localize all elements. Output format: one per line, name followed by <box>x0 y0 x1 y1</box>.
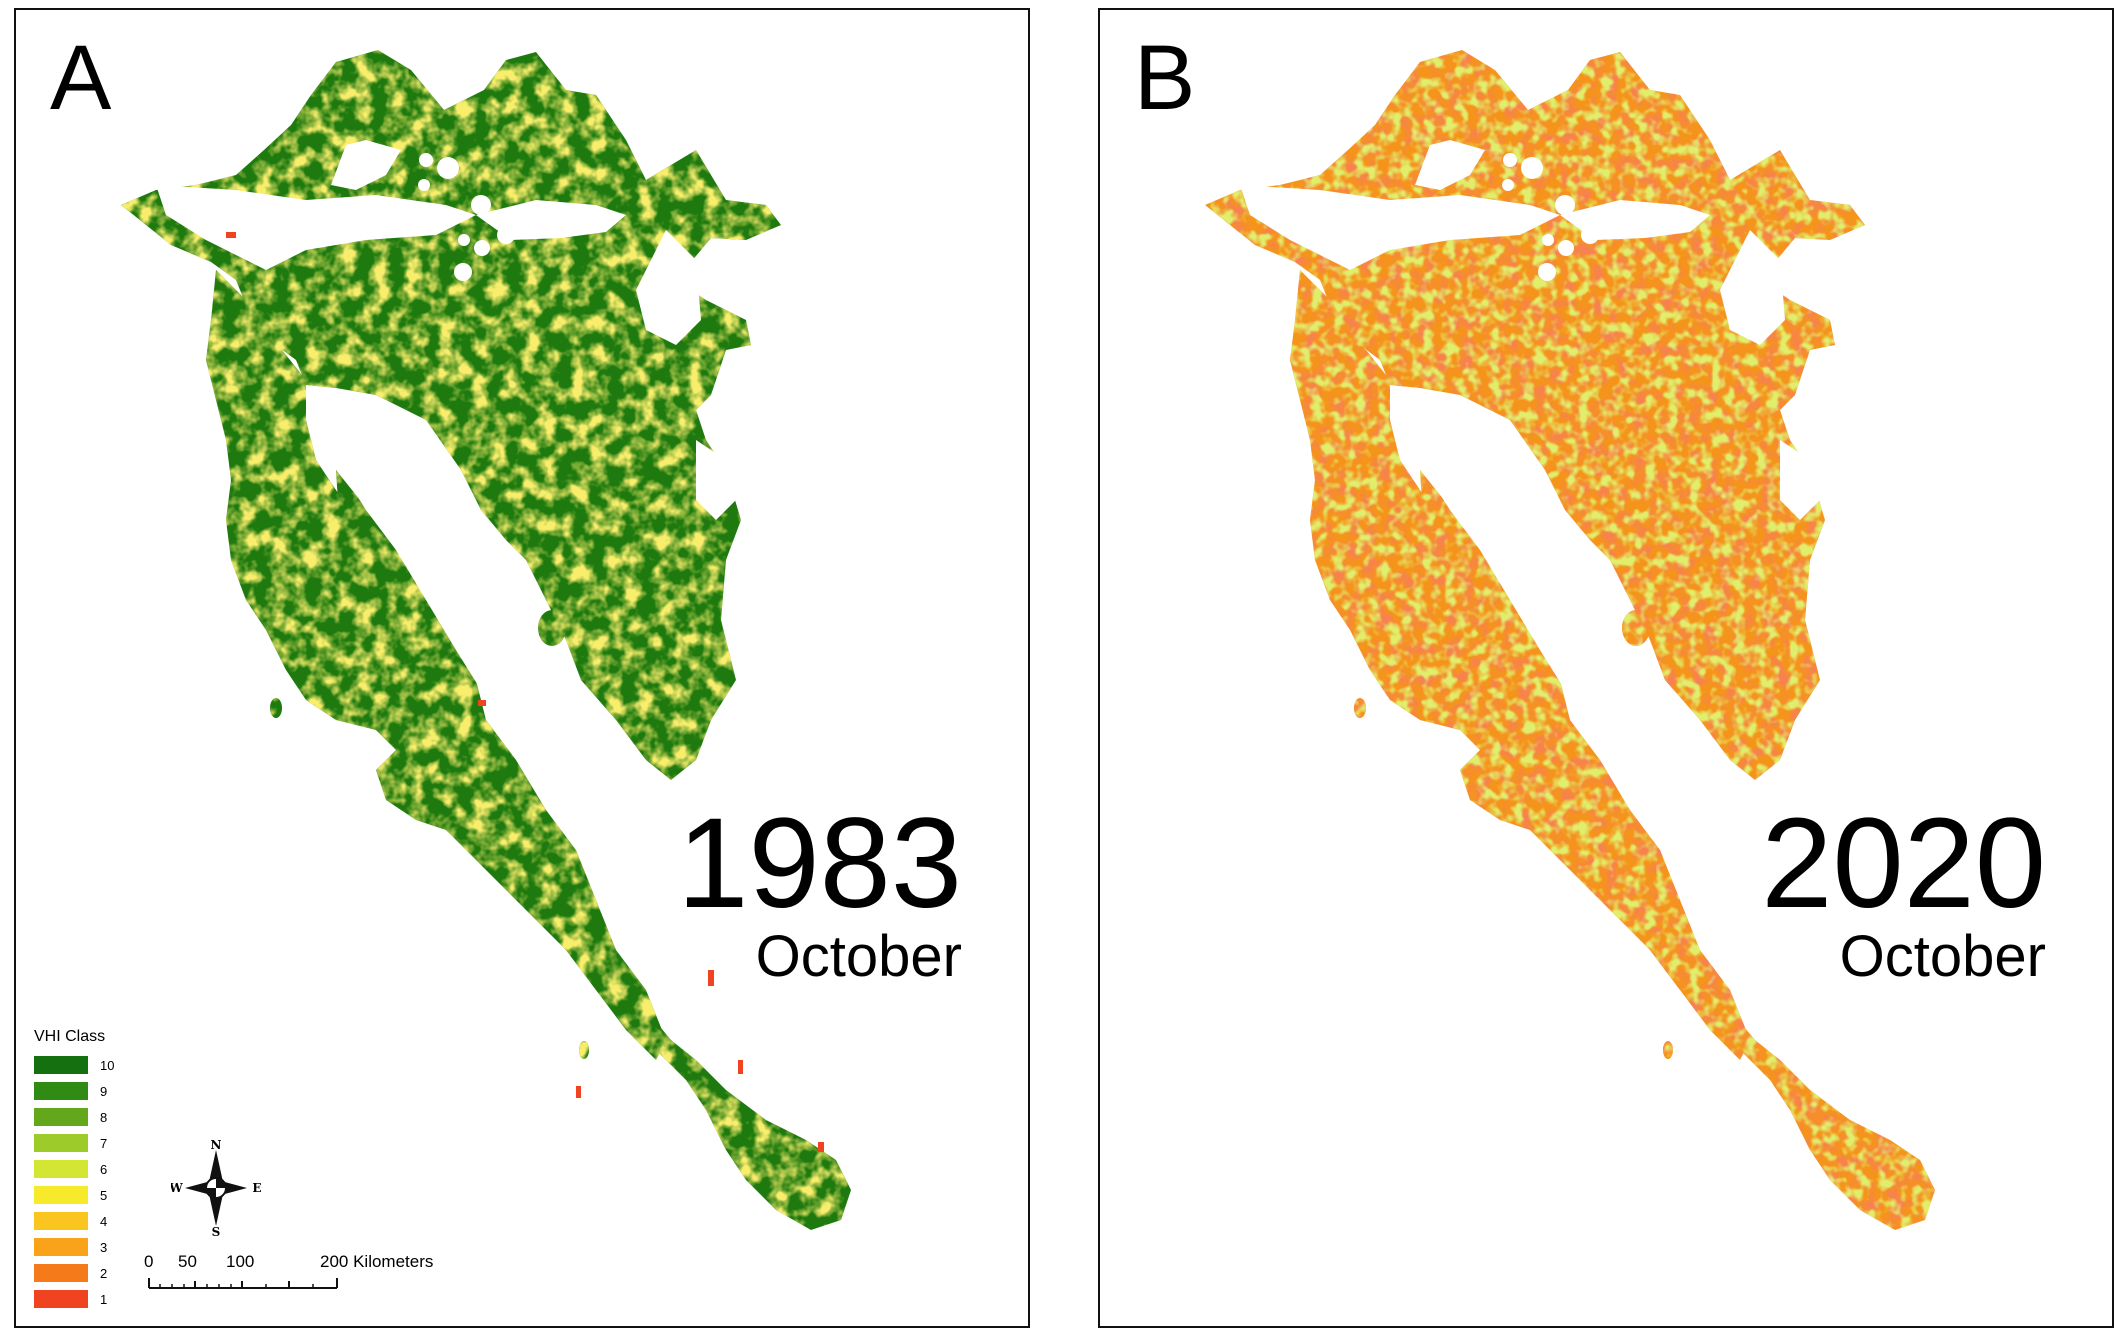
legend-item: 8 <box>34 1104 154 1130</box>
vhi-legend: VHI Class 10 9 8 7 6 5 4 3 2 1 <box>34 1028 154 1312</box>
panel-letter-a: A <box>50 27 112 129</box>
compass-n: N <box>211 1140 222 1152</box>
map-panel-b: B 2020 October <box>1098 8 2114 1328</box>
legend-item: 3 <box>34 1234 154 1260</box>
legend-item: 6 <box>34 1156 154 1182</box>
legend-item: 5 <box>34 1182 154 1208</box>
vhi-map-2020 <box>1205 50 1935 1230</box>
legend-swatch <box>34 1264 88 1282</box>
legend-label: 9 <box>100 1083 108 1099</box>
legend-item: 10 <box>34 1052 154 1078</box>
panel-letter-b: B <box>1134 27 1196 129</box>
compass-w: W <box>171 1181 183 1195</box>
north-arrow-icon: N S W E <box>171 1140 261 1236</box>
vhi-map-1983 <box>121 50 851 1230</box>
legend-item: 7 <box>34 1130 154 1156</box>
legend-swatch <box>34 1212 88 1230</box>
scale-tick-100: 100 <box>226 1252 255 1271</box>
compass-s: S <box>212 1225 221 1236</box>
legend-label: 6 <box>100 1161 108 1177</box>
legend-label: 10 <box>100 1057 115 1073</box>
legend-item: 4 <box>34 1208 154 1234</box>
legend-swatch <box>34 1108 88 1126</box>
month-label-a: October <box>755 924 962 989</box>
legend-label: 1 <box>100 1291 108 1307</box>
legend-swatch <box>34 1082 88 1100</box>
compass-e: E <box>252 1181 261 1195</box>
legend-swatch <box>34 1160 88 1178</box>
legend-label: 2 <box>100 1265 108 1281</box>
legend-swatch <box>34 1056 88 1074</box>
year-label-a: 1983 <box>677 792 962 935</box>
legend-item: 9 <box>34 1078 154 1104</box>
legend-label: 8 <box>100 1109 108 1125</box>
scale-tick-0: 0 <box>144 1252 154 1271</box>
legend-swatch <box>34 1238 88 1256</box>
legend-label: 7 <box>100 1135 108 1151</box>
legend-swatch <box>34 1134 88 1152</box>
legend-label: 4 <box>100 1213 108 1229</box>
map-panel-a: A 1983 October VHI Class 10 9 8 7 6 5 4 3 2 1 N S… <box>14 8 1030 1328</box>
legend-label: 3 <box>100 1239 108 1255</box>
legend-swatch <box>34 1186 88 1204</box>
legend-item: 1 <box>34 1286 154 1312</box>
legend-title: VHI Class <box>34 1028 106 1045</box>
scale-end-label: 200 Kilometers <box>320 1252 434 1271</box>
scale-tick-50: 50 <box>178 1252 197 1271</box>
month-label-b: October <box>1839 924 2046 989</box>
scale-ruler <box>148 1278 338 1289</box>
legend-swatch <box>34 1290 88 1308</box>
legend-item: 2 <box>34 1260 154 1286</box>
low-vhi-patches <box>226 232 824 1152</box>
year-label-b: 2020 <box>1761 792 2046 935</box>
legend-label: 5 <box>100 1187 108 1203</box>
